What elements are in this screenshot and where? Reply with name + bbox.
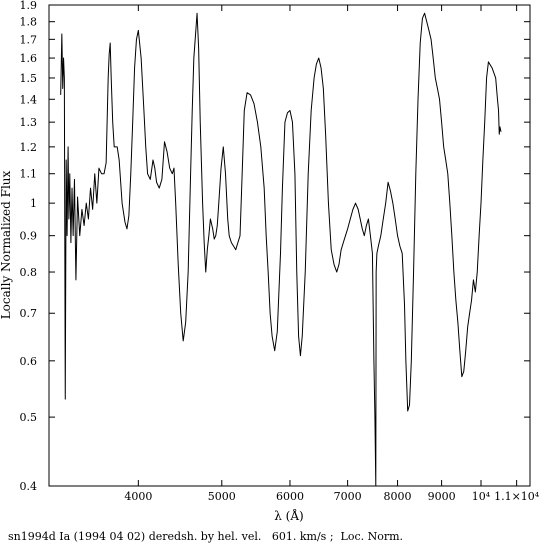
y-tick-label: 1 <box>30 197 37 210</box>
y-tick-label: 1.2 <box>20 141 38 154</box>
y-tick-label: 0.4 <box>20 480 38 493</box>
y-tick-label: 0.7 <box>20 307 38 320</box>
y-axis-label: Locally Normalized Flux <box>0 170 13 319</box>
y-tick-label: 1.1 <box>20 168 38 181</box>
x-axis-ticks: 4000 5000 6000 7000 8000 9000 10⁴ 1.1×10⁴ <box>124 5 540 503</box>
y-tick-label: 0.5 <box>20 411 38 424</box>
y-tick-label: 0.9 <box>20 230 38 243</box>
x-tick-label: 7000 <box>334 490 362 503</box>
plot-frame <box>48 4 531 487</box>
y-tick-label: 1.7 <box>20 33 38 46</box>
y-tick-label: 1.9 <box>20 0 38 12</box>
y-tick-label: 1.8 <box>20 16 38 29</box>
y-tick-label: 1.3 <box>20 116 38 129</box>
y-axis-ticks: 0.4 0.5 0.6 0.7 0.8 0.9 1 1.1 1.2 1.3 1.4 1.5 1.6 1.7… <box>20 0 530 493</box>
x-tick-label: 4000 <box>124 490 152 503</box>
flux-spectrum-line <box>60 12 502 487</box>
x-tick-label: 8000 <box>384 490 412 503</box>
y-tick-label: 1.5 <box>20 72 38 85</box>
x-axis-label: λ (Å) <box>274 508 303 523</box>
x-tick-label: 9000 <box>428 490 456 503</box>
x-tick-label: 5000 <box>208 490 236 503</box>
y-tick-label: 1.6 <box>20 52 38 65</box>
y-tick-label: 1.4 <box>20 93 38 106</box>
y-tick-label: 0.8 <box>20 266 38 279</box>
chart-caption: sn1994d Ia (1994 04 02) deredsh. by hel.… <box>8 530 403 543</box>
y-tick-label: 0.6 <box>20 355 38 368</box>
x-tick-label: 1.1×10⁴ <box>494 490 540 503</box>
x-tick-label: 10⁴ <box>472 490 491 503</box>
x-tick-label: 6000 <box>276 490 304 503</box>
